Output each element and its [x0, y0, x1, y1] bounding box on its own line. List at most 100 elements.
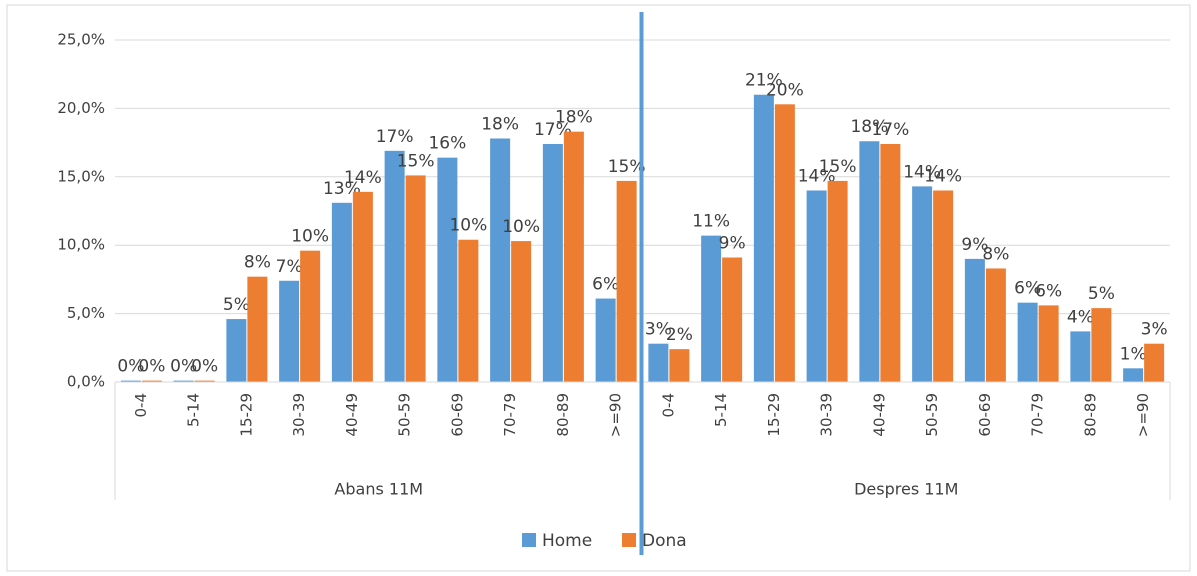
bar — [616, 180, 637, 382]
bar — [701, 235, 722, 382]
group-label: Despres 11M — [854, 480, 958, 499]
bar — [300, 250, 321, 382]
bar — [247, 276, 268, 382]
x-tick-label: 40-49 — [343, 393, 361, 437]
value-label: 4% — [1067, 307, 1094, 327]
x-tick-label: 30-39 — [290, 393, 308, 437]
bar — [912, 186, 933, 382]
value-label: 2% — [666, 325, 693, 345]
bar — [859, 141, 880, 382]
value-label: 10% — [449, 216, 487, 236]
legend-label: Home — [542, 531, 592, 551]
bar — [964, 258, 985, 382]
value-label: 14% — [903, 162, 941, 182]
value-label: 5% — [223, 295, 250, 315]
value-label: 6% — [1035, 281, 1062, 301]
x-tick-label: 40-49 — [870, 393, 888, 437]
legend-label: Dona — [642, 531, 687, 551]
bar — [1123, 368, 1144, 382]
value-label: 16% — [428, 134, 466, 154]
value-label: 18% — [555, 108, 593, 128]
value-label: 13% — [323, 179, 361, 199]
value-label: 0% — [170, 357, 197, 377]
value-label: 8% — [982, 244, 1009, 264]
value-label: 9% — [961, 235, 988, 255]
legend-swatch — [522, 533, 536, 547]
bar — [405, 175, 426, 382]
bar — [226, 319, 247, 382]
value-label: 3% — [645, 320, 672, 340]
bar — [1038, 305, 1059, 382]
x-tick-label: >=90 — [607, 393, 625, 437]
bar — [490, 138, 511, 382]
value-label: 9% — [719, 234, 746, 254]
value-label: 15% — [819, 157, 857, 177]
bar — [806, 190, 827, 382]
bar — [722, 257, 743, 382]
x-tick-label: 30-39 — [818, 393, 836, 437]
bar — [1091, 308, 1112, 382]
y-tick-label: 15,0% — [57, 167, 105, 185]
value-label: 17% — [871, 120, 909, 140]
bar — [279, 280, 300, 382]
bar — [1070, 331, 1091, 382]
x-tick-label: 5-14 — [712, 393, 730, 427]
bar — [173, 380, 194, 382]
value-label: 5% — [1088, 284, 1115, 304]
y-tick-label: 0,0% — [67, 373, 105, 391]
x-tick-label: 80-89 — [554, 393, 572, 437]
bar — [985, 268, 1006, 382]
bar — [437, 157, 458, 382]
x-tick-label: 60-69 — [448, 393, 466, 437]
bar — [352, 191, 373, 382]
bar — [542, 143, 563, 382]
bar — [827, 180, 848, 382]
bar — [880, 143, 901, 382]
value-label: 1% — [1120, 344, 1147, 364]
x-tick-label: 60-69 — [976, 393, 994, 437]
value-label: 17% — [534, 120, 572, 140]
x-tick-label: 70-79 — [501, 393, 519, 437]
value-label: 10% — [502, 217, 540, 237]
x-tick-label: 80-89 — [1081, 393, 1099, 437]
bar — [669, 349, 690, 382]
bar — [753, 94, 774, 382]
value-label: 8% — [244, 253, 271, 273]
value-label: 6% — [1014, 279, 1041, 299]
y-tick-label: 5,0% — [67, 304, 105, 322]
y-tick-label: 25,0% — [57, 31, 105, 49]
value-label: 11% — [692, 212, 730, 232]
x-tick-label: 70-79 — [1029, 393, 1047, 437]
bar — [384, 150, 405, 382]
y-tick-label: 10,0% — [57, 236, 105, 254]
value-label: 7% — [276, 257, 303, 277]
value-label: 14% — [344, 168, 382, 188]
bar — [1144, 343, 1165, 382]
x-tick-label: 15-29 — [765, 393, 783, 437]
value-label: 0% — [191, 357, 218, 377]
value-label: 14% — [924, 166, 962, 186]
legend-swatch — [622, 533, 636, 547]
value-label: 14% — [798, 166, 836, 186]
y-tick-label: 20,0% — [57, 99, 105, 117]
x-tick-label: 5-14 — [185, 393, 203, 427]
value-label: 0% — [117, 357, 144, 377]
bar — [120, 380, 141, 382]
value-label: 3% — [1141, 320, 1168, 340]
bar — [774, 104, 795, 383]
x-tick-label: 0-4 — [659, 393, 677, 418]
value-label: 17% — [376, 127, 414, 147]
value-label: 20% — [766, 80, 804, 100]
value-label: 10% — [291, 227, 329, 247]
group-label: Abans 11M — [334, 480, 423, 499]
bar — [458, 239, 479, 382]
bar — [595, 298, 616, 382]
x-tick-label: 50-59 — [396, 393, 414, 437]
bar — [331, 202, 352, 382]
value-label: 15% — [608, 157, 646, 177]
bar — [511, 241, 532, 382]
bar — [933, 190, 954, 382]
x-tick-label: >=90 — [1134, 393, 1152, 437]
bar — [563, 131, 584, 382]
